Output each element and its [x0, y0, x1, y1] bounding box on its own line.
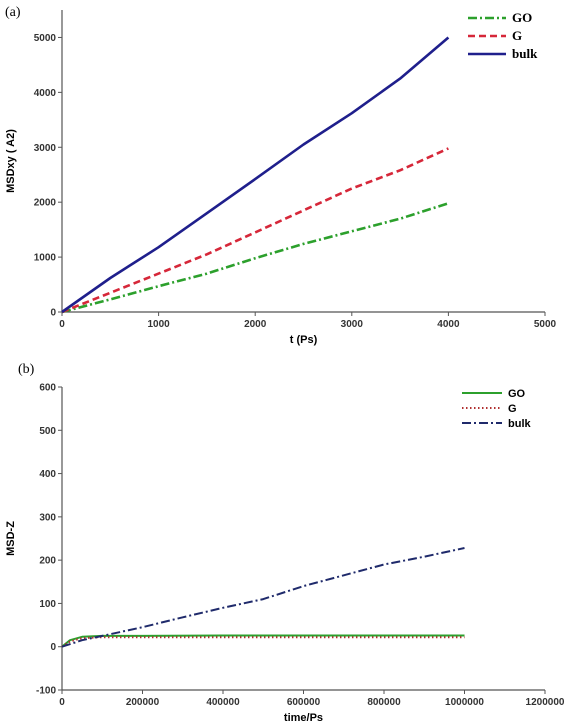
- y-tick-label: 600: [39, 383, 56, 394]
- y-tick-label: -100: [36, 686, 56, 697]
- y-tick-label: 400: [39, 469, 56, 480]
- x-tick-label: 1200000: [526, 697, 565, 708]
- x-tick-label: 4000: [437, 319, 460, 330]
- legend-label-g: G: [508, 403, 517, 415]
- y-tick-label: 1000: [34, 253, 57, 264]
- panel-label: (b): [18, 362, 35, 377]
- y-tick-label: 4000: [34, 88, 57, 99]
- y-axis-title: MSDxy ( A2): [5, 129, 17, 193]
- legend-label-go: GO: [508, 388, 526, 400]
- chart-a: (a) 0 1000 2000 3000 4000 5000 0 1000 2000 3000 400…: [5, 5, 557, 346]
- series-line-go: [61, 202, 449, 314]
- y-tick-label: 500: [39, 426, 56, 437]
- x-tick-label: 3000: [341, 319, 364, 330]
- x-tick-label: 600000: [287, 697, 321, 708]
- x-tick-label: 0: [59, 319, 65, 330]
- series-line-bulk: [61, 36, 450, 314]
- x-tick-label: 2000: [244, 319, 267, 330]
- y-tick-label: 2000: [34, 198, 57, 209]
- legend-label-g: G: [512, 28, 522, 43]
- series-line-g: [61, 147, 449, 314]
- x-tick-label: 0: [59, 697, 65, 708]
- panel-label: (a): [5, 5, 21, 20]
- y-tick-label: 3000: [34, 143, 57, 154]
- legend-label-go: GO: [512, 10, 532, 25]
- x-tick-label: 1000000: [445, 697, 484, 708]
- y-tick-label: 0: [50, 308, 56, 319]
- series-line-go: [61, 634, 465, 648]
- x-tick-label: 800000: [367, 697, 401, 708]
- y-tick-label: 200: [39, 556, 56, 567]
- y-axis-title: MSD-Z: [5, 521, 17, 556]
- x-tick-label: 5000: [534, 319, 557, 330]
- x-tick-label: 200000: [126, 697, 160, 708]
- series-line-g: [61, 636, 465, 648]
- x-tick-label: 1000: [147, 319, 170, 330]
- legend-label-bulk: bulk: [508, 418, 531, 430]
- y-tick-label: 5000: [34, 33, 57, 44]
- legend-label-bulk: bulk: [512, 46, 538, 61]
- x-axis-title: time/Ps: [284, 712, 323, 724]
- x-axis-title: t (Ps): [290, 334, 318, 346]
- x-tick-label: 400000: [206, 697, 240, 708]
- y-tick-label: 0: [50, 642, 56, 653]
- y-tick-label: 300: [39, 512, 56, 523]
- series-line-bulk: [61, 547, 465, 648]
- y-tick-label: 100: [39, 599, 56, 610]
